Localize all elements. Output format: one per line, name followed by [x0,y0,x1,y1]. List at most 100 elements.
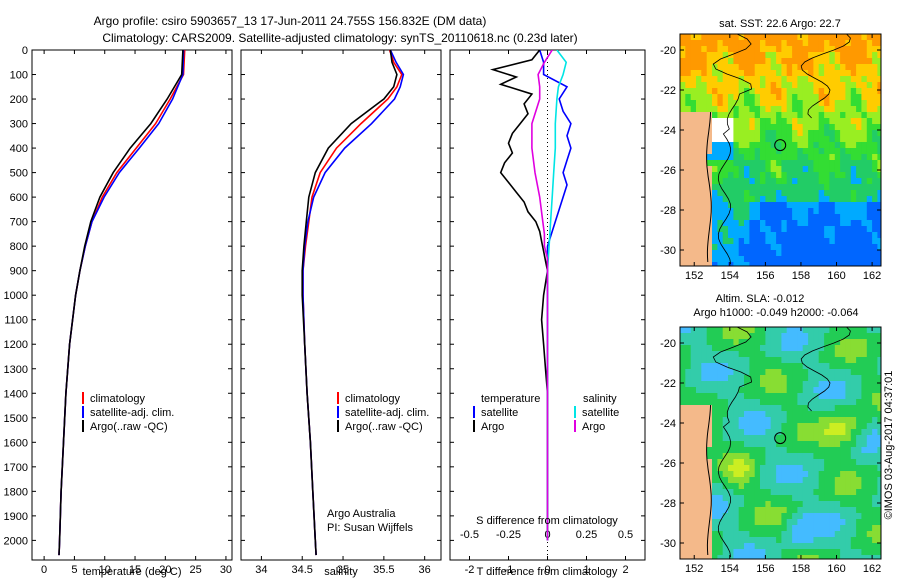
sst-cell [690,64,697,71]
sst-cell [818,202,825,209]
sst-cell [712,124,718,131]
sst-cell [690,226,697,233]
sst-cell [818,82,825,89]
sla-cell [685,423,692,430]
sla-cell [840,513,846,520]
sla-cell [845,333,852,340]
sla-cell [770,453,777,460]
sla-cell [728,507,734,514]
sst-cell [744,172,750,179]
sst-cell [818,148,825,155]
sst-cell [786,208,793,215]
sla-cell [728,411,734,418]
sst-cell [706,40,713,47]
sst-cell [813,268,819,275]
sst-cell [818,88,825,95]
sla-cell [872,327,878,334]
sst-cell [706,106,713,113]
sst-cell [680,172,686,179]
sla-cell [877,483,881,490]
sst-cell [797,190,804,197]
sla-cell [776,345,782,352]
sla-cell [824,357,830,364]
sst-cell [808,124,814,131]
sla-cell [690,483,697,490]
sst-cell [829,184,836,191]
sla-cell [685,387,692,394]
sla-cell [872,519,878,526]
sst-cell [760,82,766,89]
sla-cell [818,501,825,508]
sst-cell [728,214,734,221]
sst-cell [770,118,777,125]
sst-cell [829,136,836,143]
legend-temperature-heading: temperature [481,393,540,405]
sst-cell [696,52,702,59]
sla-cell [877,453,881,460]
sla-cell [834,333,841,340]
sst-cell [850,226,857,233]
sst-cell [781,34,788,41]
sst-cell [738,208,745,215]
sla-cell [760,369,766,376]
sla-cell [850,501,857,508]
sla-cell [685,411,692,418]
sst-cell [781,244,788,251]
sla-cell [706,345,713,352]
sst-cell [717,208,724,215]
sst-cell [834,166,841,173]
sla-cell [701,369,708,376]
sla-cell [760,501,766,508]
sst-cell [850,160,857,167]
sla-cell [872,489,878,496]
sla-cell [706,531,713,538]
sla-cell [797,333,804,340]
sst-cell [680,100,686,107]
sst-cell [728,142,734,149]
sst-cell [856,196,862,203]
sla-cell [760,507,766,514]
sst-cell [733,130,740,137]
sla-cell [685,453,692,460]
sla-cell [792,387,798,394]
sst-cell [738,88,745,95]
sla-cell [733,375,740,382]
sla-cell [690,399,697,406]
sla-cell [685,537,692,544]
sla-cell [808,525,814,532]
sla-cell [877,357,881,364]
sst-cell [744,208,750,215]
sst-cell [738,202,745,209]
sst-cell [760,130,766,137]
sla-xtick-label: 162 [863,563,881,575]
sla-cell [781,333,788,340]
sla-cell [733,351,740,358]
sla-cell [877,543,881,550]
sst-cell [701,106,708,113]
sla-cell [877,525,881,532]
sla-cell [776,519,782,526]
sla-cell [829,471,836,478]
sst-cell [818,130,825,137]
sst-cell [781,154,788,161]
sla-cell [738,555,745,559]
sla-cell [802,417,809,424]
sst-cell [754,238,761,245]
sla-cell [701,399,708,406]
sst-cell [749,88,756,95]
sst-cell [824,34,830,41]
sst-cell [749,196,756,203]
sla-cell [738,519,745,526]
sla-cell [813,423,820,430]
sla-cell [829,555,836,559]
sla-cell [808,441,814,448]
sla-cell [802,441,809,448]
sst-cell [728,178,734,185]
sst-cell [744,70,750,77]
sla-cell [754,495,761,502]
sst-cell [824,70,830,77]
sst-cell [781,64,788,71]
sla-cell [754,387,761,394]
sla-cell [696,357,702,364]
sla-cell [781,351,788,358]
